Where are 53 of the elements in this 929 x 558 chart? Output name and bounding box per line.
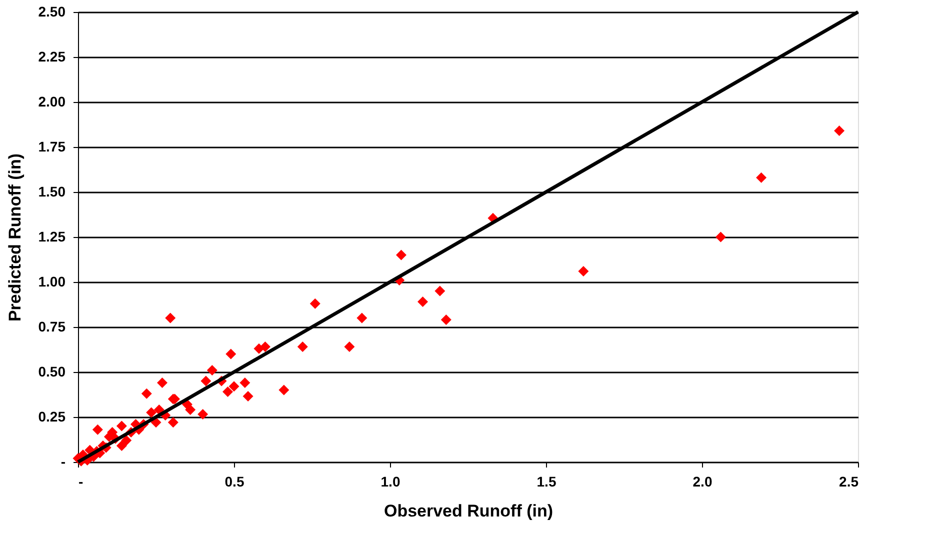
point (92, 424, 103, 435)
point (418, 296, 428, 308)
y-tick-label: 1.75 (38, 138, 66, 154)
x-tick-label: 2.5 (839, 474, 859, 490)
point (226, 348, 236, 360)
point (168, 417, 178, 428)
point (116, 420, 127, 432)
y-tick-label: 2.50 (38, 4, 66, 20)
point (198, 409, 208, 420)
point (146, 407, 157, 418)
point (150, 417, 162, 428)
point (116, 440, 127, 452)
x-tick-label: 1.5 (536, 474, 556, 490)
x-tick-label: 0.5 (224, 474, 244, 490)
x-tick-label: 1.0 (380, 474, 400, 490)
point (278, 384, 290, 396)
y-tick-label: 1.00 (38, 274, 66, 290)
point (141, 388, 152, 399)
y-tick-label: 0.25 (38, 408, 66, 424)
point (242, 391, 254, 402)
x-axis-title: Observed Runoff (in) (384, 502, 554, 520)
y-tick-label: 0.50 (38, 364, 66, 380)
y-tick-label: - (60, 454, 66, 470)
x-tick-label: - (78, 474, 84, 490)
point (200, 376, 212, 386)
point (715, 232, 726, 242)
point (228, 381, 240, 392)
point (185, 404, 196, 416)
point (206, 364, 218, 376)
y-tick-label: 0.75 (38, 318, 66, 334)
point (240, 378, 250, 388)
y-tick-label: 2.00 (38, 94, 66, 110)
point (756, 172, 767, 183)
point (156, 378, 168, 388)
y-axis-title: Predicted Runoff (in) (5, 153, 24, 322)
point (440, 314, 452, 326)
point (165, 312, 176, 324)
y-tick-label: 1.25 (38, 228, 66, 244)
x-tick-label: 2.0 (692, 474, 712, 490)
point (356, 312, 368, 324)
point (396, 250, 406, 260)
point (578, 266, 589, 276)
point (121, 435, 132, 446)
point (344, 342, 355, 352)
y-tick-label: 1.50 (38, 184, 66, 200)
point (834, 126, 845, 136)
y-tick-label: 2.25 (38, 48, 66, 64)
point (260, 342, 270, 352)
point (154, 404, 164, 416)
point (222, 386, 234, 398)
point (310, 298, 320, 309)
point (297, 342, 308, 352)
point (434, 286, 446, 296)
